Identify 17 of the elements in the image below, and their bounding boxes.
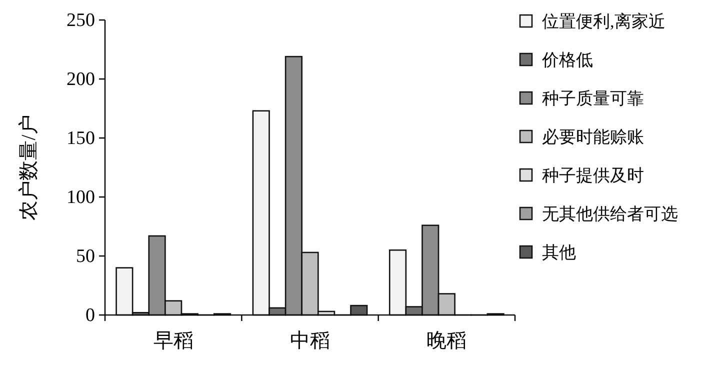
y-tick-label: 50	[76, 246, 95, 267]
y-tick-label: 200	[66, 69, 95, 90]
legend-label: 其他	[542, 243, 576, 262]
y-tick-label: 250	[66, 10, 95, 31]
legend-label: 必要时能赊账	[542, 128, 644, 146]
y-tick-label: 0	[86, 305, 95, 326]
y-axis-title: 农户数量/户	[18, 114, 40, 220]
legend-label: 位置便利,离家近	[542, 12, 666, 31]
legend-label: 种子提供及时	[542, 166, 644, 185]
x-tick-label: 早稻	[153, 330, 194, 352]
legend-label: 种子质量可靠	[542, 89, 644, 108]
legend-label: 价格低	[541, 50, 593, 70]
y-tick-label: 150	[66, 128, 95, 149]
y-tick-label: 100	[66, 187, 95, 208]
legend-label: 无其他供给者可选	[542, 204, 678, 224]
x-tick-label: 晚稻	[426, 330, 467, 352]
x-tick-label: 中稻	[290, 330, 330, 352]
